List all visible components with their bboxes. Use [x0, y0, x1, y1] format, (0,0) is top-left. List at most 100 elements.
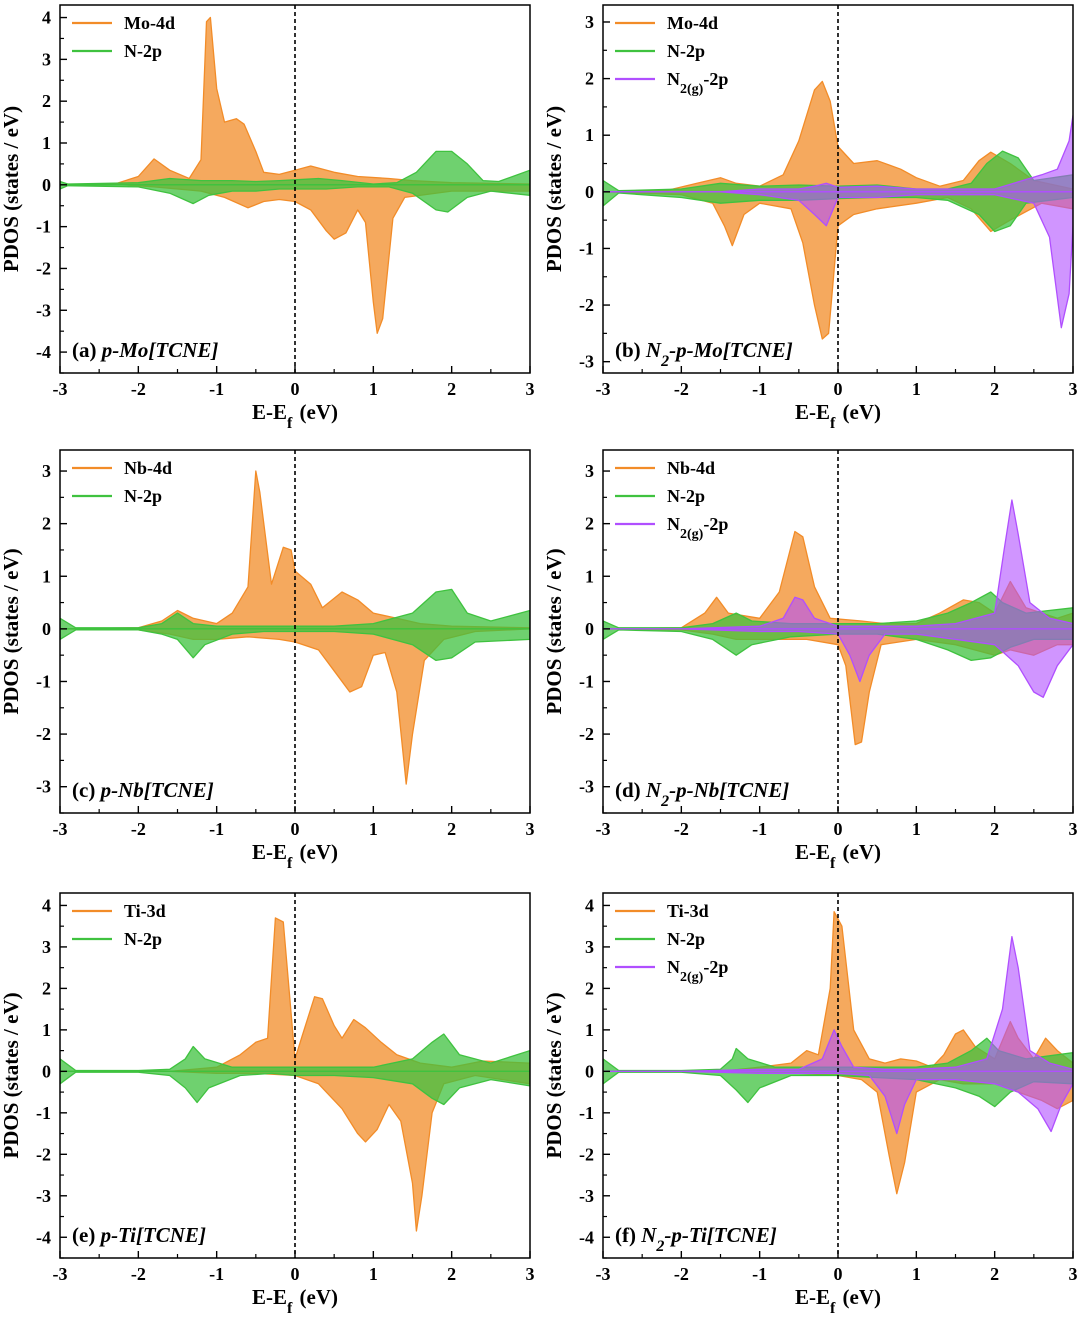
y-tick-label: 2: [42, 978, 51, 998]
x-tick-label: 0: [834, 1264, 843, 1284]
x-tick-label: -3: [53, 819, 68, 839]
y-tick-label: 4: [42, 8, 51, 28]
y-tick-label: 1: [585, 1020, 594, 1040]
legend-label: N-2p: [124, 486, 162, 506]
x-tick-label: -2: [674, 819, 689, 839]
y-tick-label: -4: [579, 1227, 594, 1247]
x-tick-label: 2: [990, 1264, 999, 1284]
y-tick-label: -2: [579, 295, 594, 315]
x-tick-label: 0: [834, 379, 843, 399]
x-tick-label: 3: [526, 379, 535, 399]
panel-label: (c) p-Nb[TCNE]: [72, 778, 214, 802]
legend: Mo-4d N-2p N2(g)-2p: [615, 13, 728, 97]
x-tick-label: 1: [912, 1264, 921, 1284]
panel-label: (b) N2-p-Mo[TCNE]: [615, 338, 793, 370]
legend: Ti-3d N-2p N2(g)-2p: [615, 901, 728, 985]
y-tick-label: -1: [36, 671, 51, 691]
y-tick-label: -1: [579, 1103, 594, 1123]
legend: Nb-4d N-2p: [72, 458, 172, 506]
x-tick-label: 1: [369, 1264, 378, 1284]
y-axis-label: PDOS (states / eV): [0, 106, 23, 272]
x-tick-label: -1: [209, 819, 224, 839]
series-n-2p-up: [60, 1033, 530, 1073]
y-tick-label: 0: [42, 175, 51, 195]
legend: Nb-4d N-2p N2(g)-2p: [615, 458, 728, 542]
x-axis-label: E-Ef (eV): [795, 1285, 881, 1317]
y-tick-label: 2: [42, 514, 51, 534]
y-tick-label: -1: [579, 238, 594, 258]
y-axis-label: PDOS (states / eV): [542, 106, 566, 272]
y-tick-label: -3: [579, 1186, 594, 1206]
legend-label: N-2p: [667, 41, 705, 61]
x-tick-label: 2: [447, 1264, 456, 1284]
x-tick-label: -1: [752, 1264, 767, 1284]
y-tick-label: 0: [585, 182, 594, 202]
y-tick-label: 2: [585, 69, 594, 89]
x-tick-label: -2: [674, 379, 689, 399]
y-tick-label: -2: [579, 1144, 594, 1164]
series-n2-g-2p-down: [603, 191, 1073, 329]
x-tick-label: 3: [1069, 379, 1078, 399]
y-tick-label: -2: [36, 1144, 51, 1164]
series-n-2p-up: [60, 150, 530, 186]
pdos-areas: [60, 917, 530, 1232]
x-axis-label: E-Ef (eV): [252, 400, 338, 432]
y-tick-label: 1: [42, 133, 51, 153]
legend-label: Mo-4d: [124, 13, 175, 33]
y-tick-label: 1: [585, 566, 594, 586]
x-tick-label: -2: [131, 819, 146, 839]
chart-panel-3: -3 -2 -1 0 1 2 3 -3 -2 -1 0 1 2 3 E-Ef (eV) PDOS (state…: [0, 449, 535, 872]
x-tick-label: 0: [291, 819, 300, 839]
legend-label: N-2p: [667, 486, 705, 506]
series-n2-g-2p-up: [603, 114, 1073, 193]
x-tick-label: 2: [447, 379, 456, 399]
y-tick-label: 2: [585, 978, 594, 998]
x-tick-label: -2: [131, 379, 146, 399]
x-tick-label: -1: [209, 379, 224, 399]
y-tick-label: 1: [42, 1020, 51, 1040]
x-tick-label: -3: [596, 379, 611, 399]
y-tick-label: 1: [42, 566, 51, 586]
legend-label: Nb-4d: [124, 458, 172, 478]
y-tick-label: 2: [42, 91, 51, 111]
x-tick-label: 3: [526, 1264, 535, 1284]
panel-label: (e) p-Ti[TCNE]: [72, 1223, 206, 1247]
x-tick-label: 0: [291, 379, 300, 399]
panel-label: (f) N2-p-Ti[TCNE]: [615, 1223, 777, 1255]
panel-label: (d) N2-p-Nb[TCNE]: [615, 778, 789, 810]
x-tick-label: 1: [369, 379, 378, 399]
y-axis-label: PDOS (states / eV): [542, 548, 566, 714]
y-axis-label: PDOS (states / eV): [542, 992, 566, 1158]
series-n2-g-2p-up: [603, 935, 1073, 1073]
chart-panel-4: -3 -2 -1 0 1 2 3 -3 -2 -1 0 1 2 3 E-Ef (eV) PDOS (state…: [542, 449, 1078, 872]
x-tick-label: -1: [752, 379, 767, 399]
y-tick-label: -4: [36, 342, 51, 362]
chart-panel-2: -3 -2 -1 0 1 2 3 -3 -2 -1 0 1 2 3 E-Ef (eV) PDOS (state…: [542, 4, 1078, 432]
y-tick-label: -2: [579, 724, 594, 744]
pdos-areas: [603, 911, 1073, 1195]
legend-label: N2(g)-2p: [667, 957, 728, 985]
y-tick-label: 0: [42, 619, 51, 639]
x-axis-label: E-Ef (eV): [252, 1285, 338, 1317]
y-tick-label: 3: [42, 461, 51, 481]
y-tick-label: -3: [579, 777, 594, 797]
y-axis-label: PDOS (states / eV): [0, 992, 23, 1158]
pdos-areas: [60, 16, 530, 334]
x-tick-label: -1: [752, 819, 767, 839]
x-tick-label: -3: [53, 379, 68, 399]
legend-label: N-2p: [124, 929, 162, 949]
x-tick-label: 0: [834, 819, 843, 839]
legend-label: Ti-3d: [667, 901, 709, 921]
y-tick-label: 2: [585, 514, 594, 534]
series-n-2p-down: [60, 184, 530, 213]
legend: Ti-3d N-2p: [72, 901, 166, 949]
y-tick-label: -4: [36, 1227, 51, 1247]
series-ti-3d-down: [60, 1070, 530, 1232]
y-tick-label: 3: [42, 937, 51, 957]
series-n-2p-down: [60, 628, 530, 662]
y-tick-label: -1: [36, 217, 51, 237]
x-axis-label: E-Ef (eV): [795, 400, 881, 432]
